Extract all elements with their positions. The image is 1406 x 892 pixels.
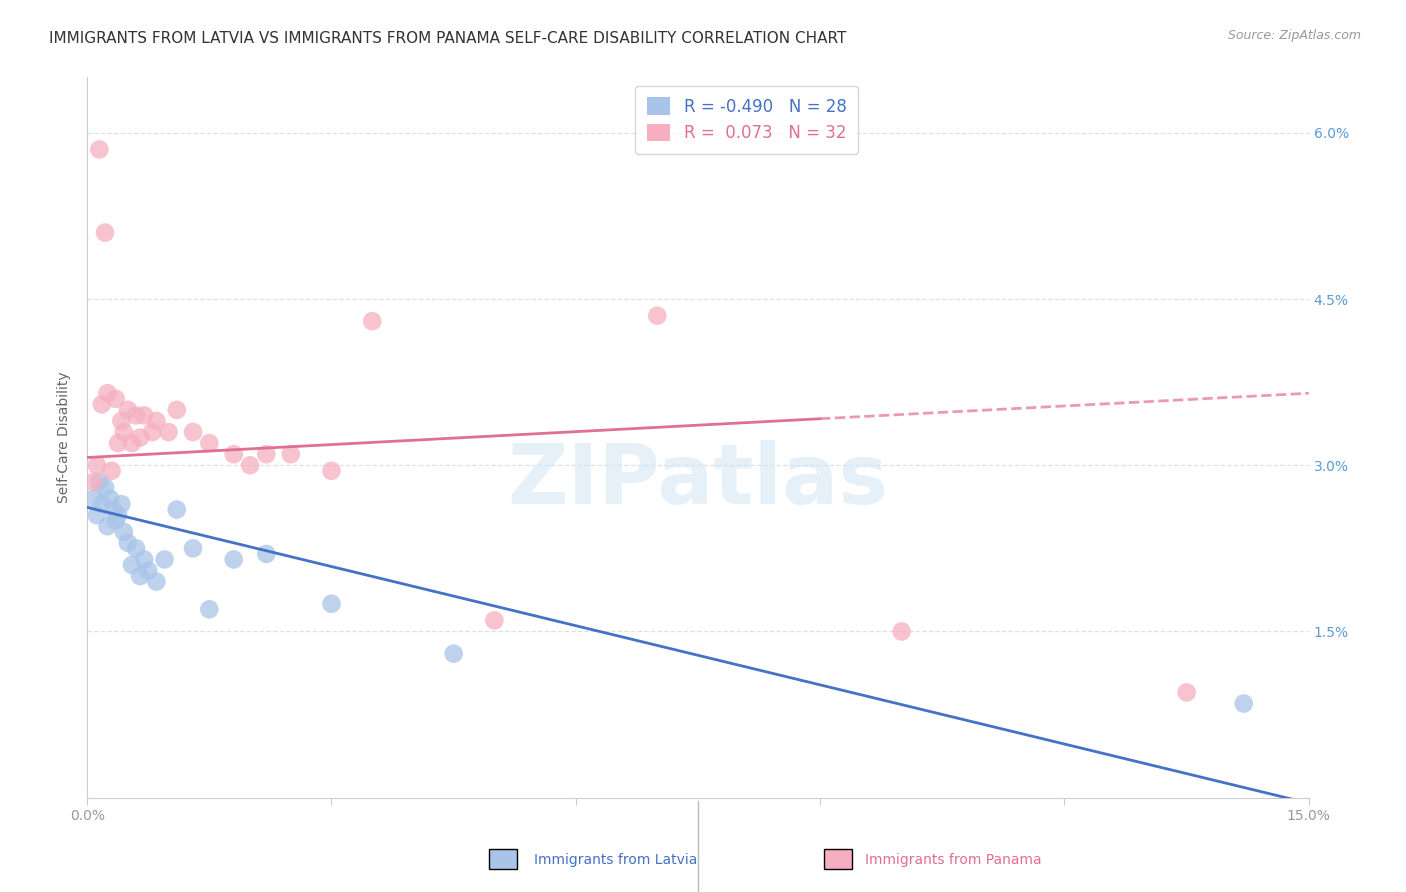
Point <box>107 508 129 522</box>
Point <box>134 409 156 423</box>
Point <box>321 597 343 611</box>
Point <box>129 569 152 583</box>
Point <box>89 475 111 489</box>
Point <box>110 497 132 511</box>
Point <box>321 464 343 478</box>
Point <box>96 519 118 533</box>
Point <box>136 564 159 578</box>
Point <box>86 508 108 522</box>
Point <box>125 409 148 423</box>
Point <box>239 458 262 473</box>
Point <box>1233 697 1256 711</box>
Point <box>181 541 204 556</box>
Point <box>94 226 117 240</box>
Point <box>181 425 204 439</box>
Point <box>100 464 122 478</box>
Point <box>94 480 117 494</box>
Point <box>254 547 277 561</box>
Text: Immigrants from Panama: Immigrants from Panama <box>865 853 1042 867</box>
Point <box>145 574 167 589</box>
Point <box>103 502 125 516</box>
Point <box>145 414 167 428</box>
Text: Immigrants from Latvia: Immigrants from Latvia <box>534 853 697 867</box>
Point <box>117 536 139 550</box>
Point <box>222 447 245 461</box>
Point <box>1175 685 1198 699</box>
Point <box>83 475 105 489</box>
Point <box>86 458 108 473</box>
Point <box>134 552 156 566</box>
Point <box>112 425 135 439</box>
Point <box>90 497 112 511</box>
Point <box>157 425 180 439</box>
Text: Source: ZipAtlas.com: Source: ZipAtlas.com <box>1227 29 1361 42</box>
Point <box>166 402 188 417</box>
Point <box>166 502 188 516</box>
Point <box>83 491 105 506</box>
Point <box>98 491 121 506</box>
Point <box>107 436 129 450</box>
Point <box>96 386 118 401</box>
Point <box>129 431 152 445</box>
Point <box>110 414 132 428</box>
Point <box>361 314 384 328</box>
Point <box>104 514 127 528</box>
Point <box>90 397 112 411</box>
Point <box>280 447 302 461</box>
Point <box>141 425 163 439</box>
Point <box>117 402 139 417</box>
Point <box>125 541 148 556</box>
Point <box>104 392 127 406</box>
Text: IMMIGRANTS FROM LATVIA VS IMMIGRANTS FROM PANAMA SELF-CARE DISABILITY CORRELATIO: IMMIGRANTS FROM LATVIA VS IMMIGRANTS FRO… <box>49 31 846 46</box>
Point <box>443 647 465 661</box>
Point <box>890 624 912 639</box>
Point <box>153 552 176 566</box>
Point <box>198 436 221 450</box>
Point <box>222 552 245 566</box>
Point <box>121 558 143 572</box>
Legend: R = -0.490   N = 28, R =  0.073   N = 32: R = -0.490 N = 28, R = 0.073 N = 32 <box>636 86 858 153</box>
Point <box>198 602 221 616</box>
Point <box>484 613 506 627</box>
Y-axis label: Self-Care Disability: Self-Care Disability <box>58 372 72 503</box>
Point <box>254 447 277 461</box>
Point <box>89 143 111 157</box>
Point <box>645 309 668 323</box>
Point <box>112 524 135 539</box>
Text: ZIPatlas: ZIPatlas <box>508 441 889 521</box>
Point <box>121 436 143 450</box>
